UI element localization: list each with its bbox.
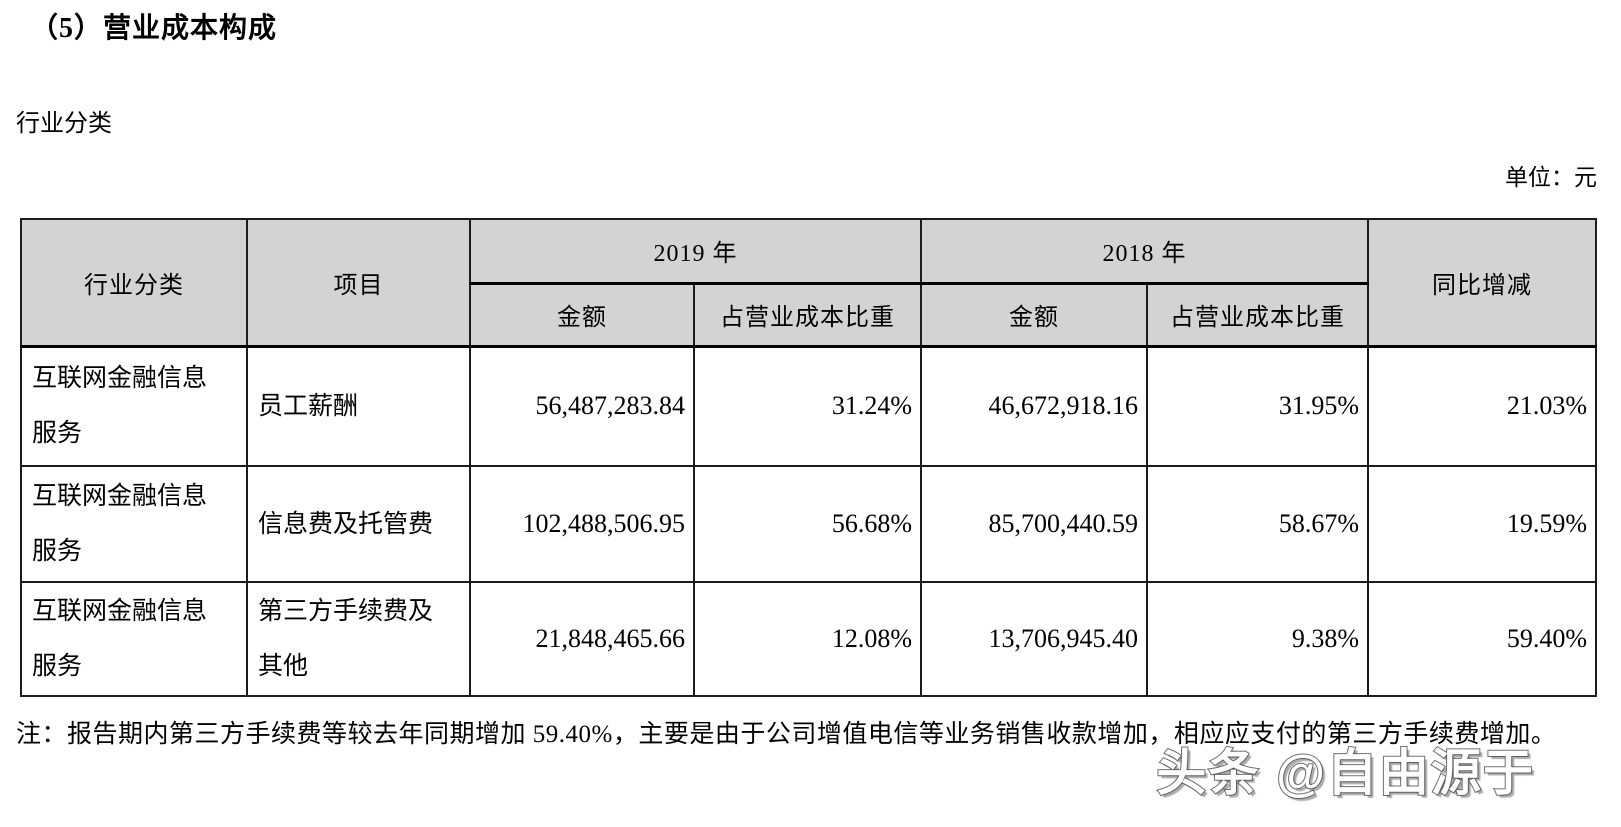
section-label: 行业分类 [16, 111, 112, 137]
table-header-row-measures: 金额 占营业成本比重 金额 占营业成本比重 [21, 282, 1596, 348]
cell-industry: 互联网金融信息 服务 [20, 345, 248, 467]
header-ratio-2019: 占营业成本比重 [693, 282, 922, 348]
toutiao-watermark: 头条 @自由源于 [1155, 744, 1535, 802]
table-header-row-years: 行业分类 项目 2019 年 2018 年 同比增减 [20, 218, 1597, 348]
unit-label: 单位：元 [1505, 165, 1597, 190]
header-amount-2018: 金额 [920, 282, 1148, 348]
header-amount-2019: 金额 [469, 282, 695, 348]
cell-ratio-2019: 56.68% [693, 465, 922, 583]
header-industry: 行业分类 [20, 218, 248, 348]
cell-amount-2019: 21,848,465.66 [469, 581, 695, 697]
cell-amount-2019: 56,487,283.84 [469, 345, 695, 467]
cell-yoy: 59.40% [1367, 581, 1597, 697]
operating-cost-table: 行业分类 项目 2019 年 2018 年 同比增减 金额 占营业成本比重 金额… [20, 218, 1597, 697]
cell-ratio-2018: 31.95% [1146, 345, 1369, 467]
header-yoy: 同比增减 [1367, 218, 1597, 348]
table-row: 互联网金融信息 服务 员工薪酬 56,487,283.84 31.24% 46,… [20, 345, 1597, 467]
cell-yoy: 19.59% [1367, 465, 1597, 583]
cell-item: 第三方手续费及 其他 [246, 581, 471, 697]
page-title: （5）营业成本构成 [30, 13, 278, 44]
table-row: 互联网金融信息 服务 信息费及托管费 102,488,506.95 56.68%… [20, 465, 1597, 583]
header-year-2019: 2019 年 [469, 218, 922, 285]
cell-amount-2019: 102,488,506.95 [469, 465, 695, 583]
cell-ratio-2019: 31.24% [693, 345, 922, 467]
footnote: 注：报告期内第三方手续费等较去年同期增加 59.40%，主要是由于公司增值电信等… [16, 721, 1557, 748]
cell-ratio-2019: 12.08% [693, 581, 922, 697]
cell-amount-2018: 85,700,440.59 [920, 465, 1148, 583]
header-year-2018: 2018 年 [920, 218, 1369, 285]
cell-item: 信息费及托管费 [246, 465, 471, 583]
table-row: 互联网金融信息 服务 第三方手续费及 其他 21,848,465.66 12.0… [20, 581, 1597, 697]
header-ratio-2018: 占营业成本比重 [1146, 282, 1369, 348]
header-item: 项目 [246, 218, 471, 348]
cell-amount-2018: 46,672,918.16 [920, 345, 1148, 467]
cell-industry: 互联网金融信息 服务 [20, 465, 248, 583]
cell-yoy: 21.03% [1367, 345, 1597, 467]
cell-ratio-2018: 9.38% [1146, 581, 1369, 697]
cell-ratio-2018: 58.67% [1146, 465, 1369, 583]
cell-industry: 互联网金融信息 服务 [20, 581, 248, 697]
cell-item: 员工薪酬 [246, 345, 471, 467]
cell-amount-2018: 13,706,945.40 [920, 581, 1148, 697]
